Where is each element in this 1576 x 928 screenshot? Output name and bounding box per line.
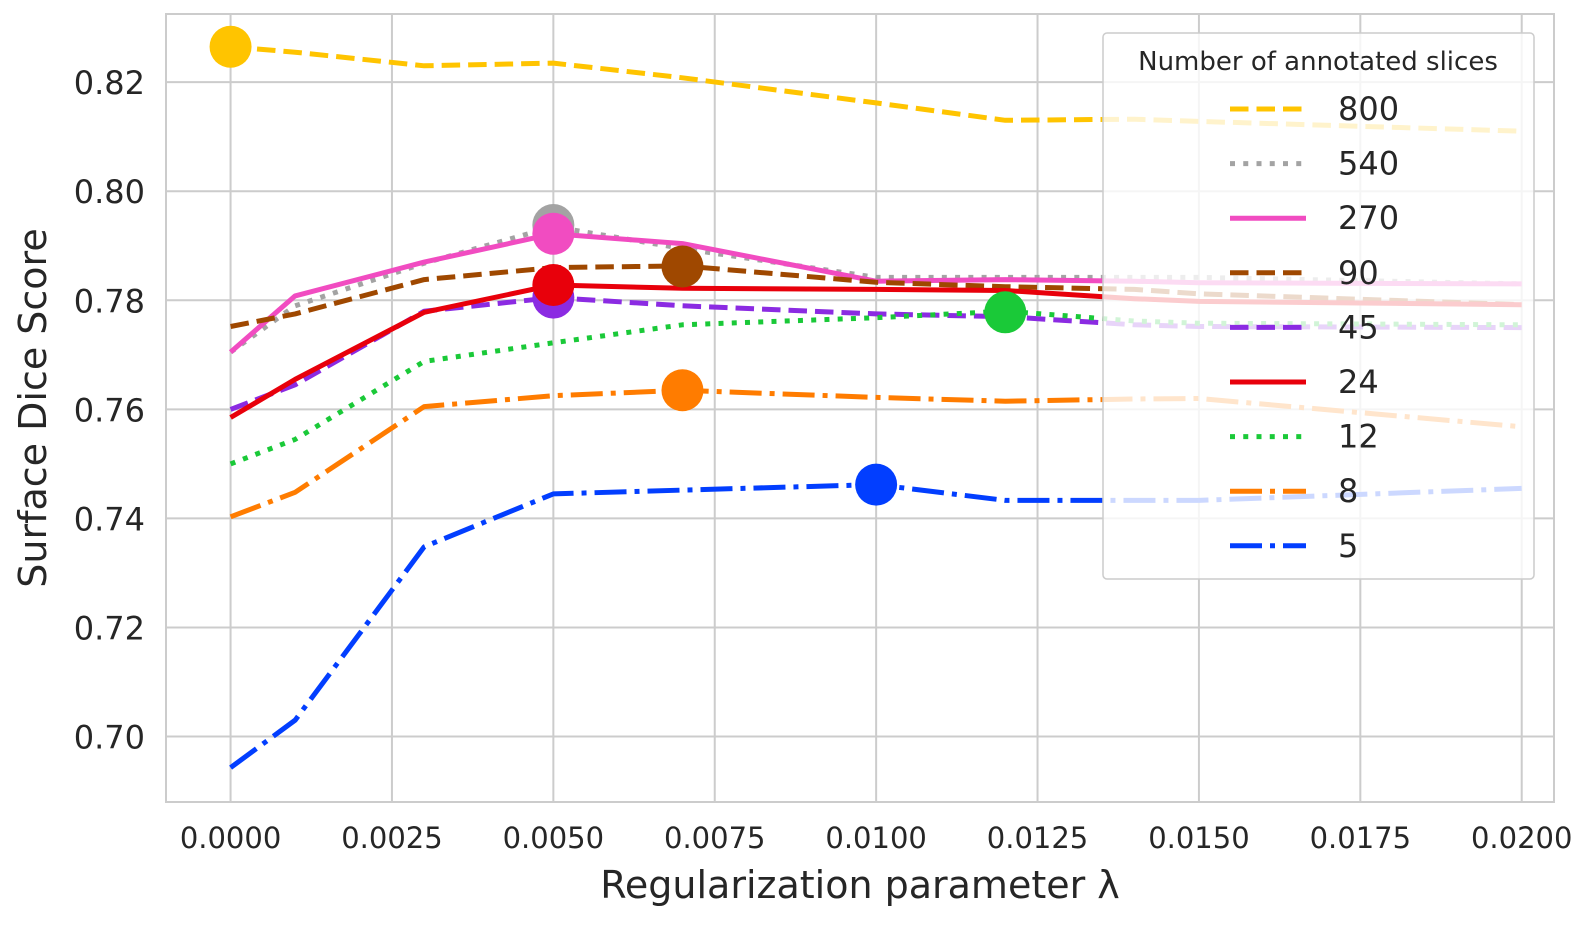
y-axis-ticks: 0.70 0.72 0.74 0.76 0.78 0.80 0.82 — [74, 64, 145, 756]
best-markers — [209, 25, 1027, 506]
legend-label-90: 90 — [1338, 254, 1379, 292]
legend-label-12: 12 — [1338, 418, 1379, 456]
x-tick-label: 0.0000 — [180, 821, 281, 855]
legend-label-270: 270 — [1338, 199, 1399, 237]
best-marker-5 — [855, 463, 898, 506]
legend-label-540: 540 — [1338, 145, 1399, 183]
y-tick-label: 0.82 — [74, 64, 145, 102]
y-tick-label: 0.80 — [74, 173, 145, 211]
x-tick-label: 0.0050 — [503, 821, 604, 855]
y-tick-label: 0.70 — [74, 719, 145, 757]
y-tick-label: 0.74 — [74, 500, 145, 538]
legend-label-24: 24 — [1338, 363, 1379, 401]
series-line-540 — [229, 224, 1522, 355]
legend-items: 800 540 270 90 45 24 12 8 5 — [1230, 90, 1399, 565]
x-tick-label: 0.0025 — [341, 821, 442, 855]
x-tick-label: 0.0075 — [664, 821, 765, 855]
legend-label-8: 8 — [1338, 472, 1358, 510]
x-tick-label: 0.0200 — [1471, 821, 1572, 855]
x-axis-label: Regularization parameter λ — [600, 863, 1120, 907]
y-axis-label: Surface Dice Score — [11, 228, 55, 587]
x-axis-ticks: 0.0000 0.0025 0.0050 0.0075 0.0100 0.0125 0.01… — [180, 821, 1573, 855]
best-marker-800 — [209, 25, 252, 68]
y-tick-label: 0.78 — [74, 282, 145, 320]
x-tick-label: 0.0125 — [987, 821, 1088, 855]
best-marker-12 — [984, 291, 1027, 334]
y-tick-label: 0.76 — [74, 391, 145, 429]
x-tick-label: 0.0175 — [1310, 821, 1411, 855]
legend: Number of annotated slices 800 540 270 90 45… — [1102, 32, 1535, 580]
best-marker-24 — [532, 264, 575, 307]
legend-label-45: 45 — [1338, 308, 1379, 346]
best-marker-8 — [661, 369, 704, 412]
best-marker-270 — [532, 212, 575, 255]
legend-title: Number of annotated slices — [1138, 47, 1498, 77]
legend-label-5: 5 — [1338, 527, 1358, 565]
plot-frame — [165, 13, 1555, 803]
y-tick-label: 0.72 — [74, 609, 145, 647]
x-tick-label: 0.0100 — [825, 821, 926, 855]
best-marker-90 — [661, 245, 704, 288]
x-tick-label: 0.0150 — [1148, 821, 1249, 855]
legend-label-800: 800 — [1338, 90, 1399, 128]
legend-box — [1102, 32, 1535, 580]
